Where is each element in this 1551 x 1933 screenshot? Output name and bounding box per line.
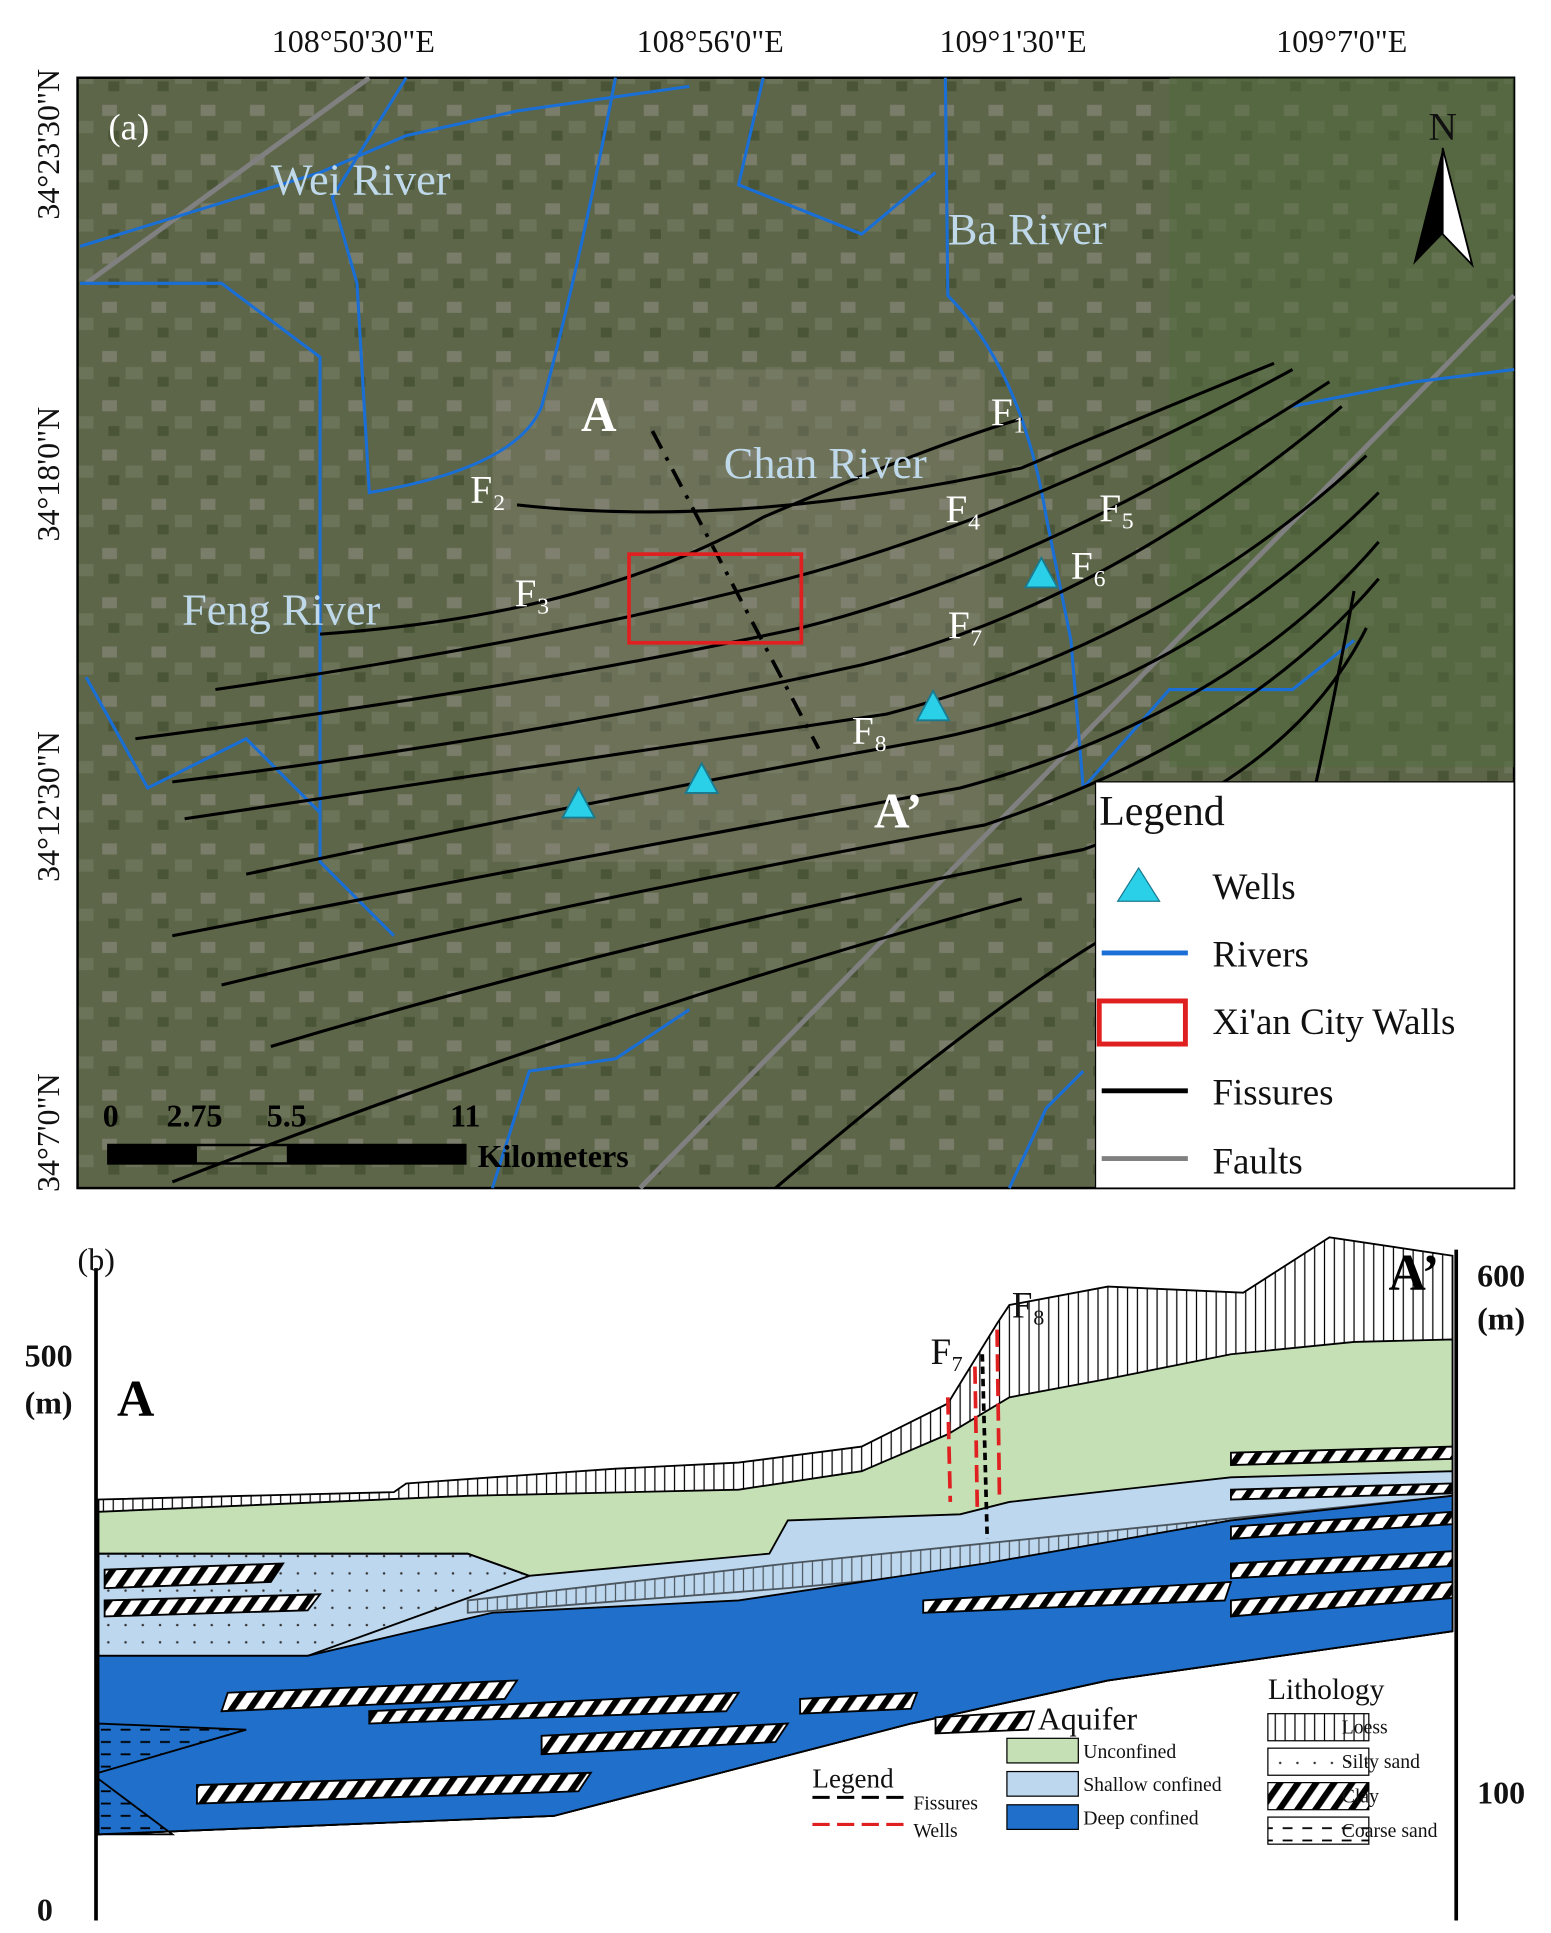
river-label: Wei River (271, 156, 451, 205)
river-label: Feng River (182, 585, 380, 634)
fissure-label: F₅ (1099, 486, 1135, 530)
fissure-label: F₁ (991, 390, 1027, 434)
river-label: Ba River (948, 205, 1107, 254)
section-label: A’ (874, 783, 922, 838)
scale-label: 11 (450, 1098, 480, 1134)
lon-label: 108°56'0"E (637, 23, 784, 59)
legend-title: Aquifer (1038, 1701, 1138, 1737)
legend-item: Rivers (1212, 934, 1308, 975)
legend-item: Unconfined (1083, 1741, 1176, 1763)
fissure-label: F₈ (1012, 1284, 1045, 1325)
legend-item: Xi'an City Walls (1212, 1001, 1455, 1042)
axis-label: 600 (1477, 1258, 1525, 1294)
legend-item: Silty sand (1342, 1751, 1420, 1773)
legend-item: Deep confined (1083, 1807, 1198, 1829)
legend-item: Fissures (1212, 1071, 1333, 1112)
river-label: Chan River (724, 439, 927, 488)
scale-label: 5.5 (267, 1098, 307, 1134)
fissure-label: F₆ (1071, 544, 1107, 588)
fissure-label: F₈ (852, 709, 888, 753)
legend-title: Lithology (1268, 1674, 1385, 1706)
legend-item: Wells (913, 1820, 957, 1842)
legend-title: Legend (812, 1764, 894, 1794)
legend-item: Coarse sand (1342, 1820, 1438, 1842)
fissure-label: F₇ (931, 1331, 964, 1372)
lat-label: 34°18'0"N (30, 407, 66, 542)
north-label: N (1428, 104, 1456, 148)
scale-unit: Kilometers (478, 1138, 629, 1174)
cross-section (97, 1236, 1454, 1836)
fissure-label: F₂ (470, 467, 506, 511)
panel-label: (a) (108, 106, 149, 148)
lat-label: 34°7'0"N (30, 1073, 66, 1192)
panel-label: (b) (78, 1242, 115, 1278)
scale-label: 0 (103, 1098, 119, 1134)
lon-label: 109°7'0"E (1276, 23, 1407, 59)
axis-unit: (m) (25, 1384, 73, 1420)
axis-label: 100 (1477, 1775, 1525, 1811)
legend-item: Faults (1212, 1140, 1302, 1181)
section-label: A (117, 1371, 154, 1428)
fissure-label: F₇ (948, 603, 984, 647)
fissure-label: F₃ (515, 571, 551, 615)
legend-item: Shallow confined (1083, 1774, 1221, 1796)
lon-label: 108°50'30"E (272, 23, 435, 59)
legend-item: Wells (1212, 866, 1295, 907)
fissure-label: F₄ (945, 487, 981, 531)
lat-label: 34°23'30"N (30, 69, 66, 220)
scale-label: 2.75 (166, 1098, 222, 1134)
axis-label: 0 (37, 1891, 53, 1927)
axis-unit: (m) (1477, 1301, 1525, 1337)
labels: (a) 108°50'30"E 108°56'0"E 109°1'30"E 109°7'… (25, 23, 1526, 1928)
lat-label: 34°12'30"N (30, 731, 66, 882)
legend-title: Legend (1099, 789, 1225, 835)
legend-item: Clay (1342, 1785, 1379, 1807)
section-label: A (581, 387, 617, 442)
axis-label: 500 (25, 1338, 73, 1374)
map (76, 75, 1516, 1190)
lon-label: 109°1'30"E (939, 23, 1086, 59)
legend-item: Fissures (913, 1793, 978, 1815)
legend-item: Loess (1342, 1716, 1388, 1738)
section-label: A’ (1389, 1245, 1440, 1302)
